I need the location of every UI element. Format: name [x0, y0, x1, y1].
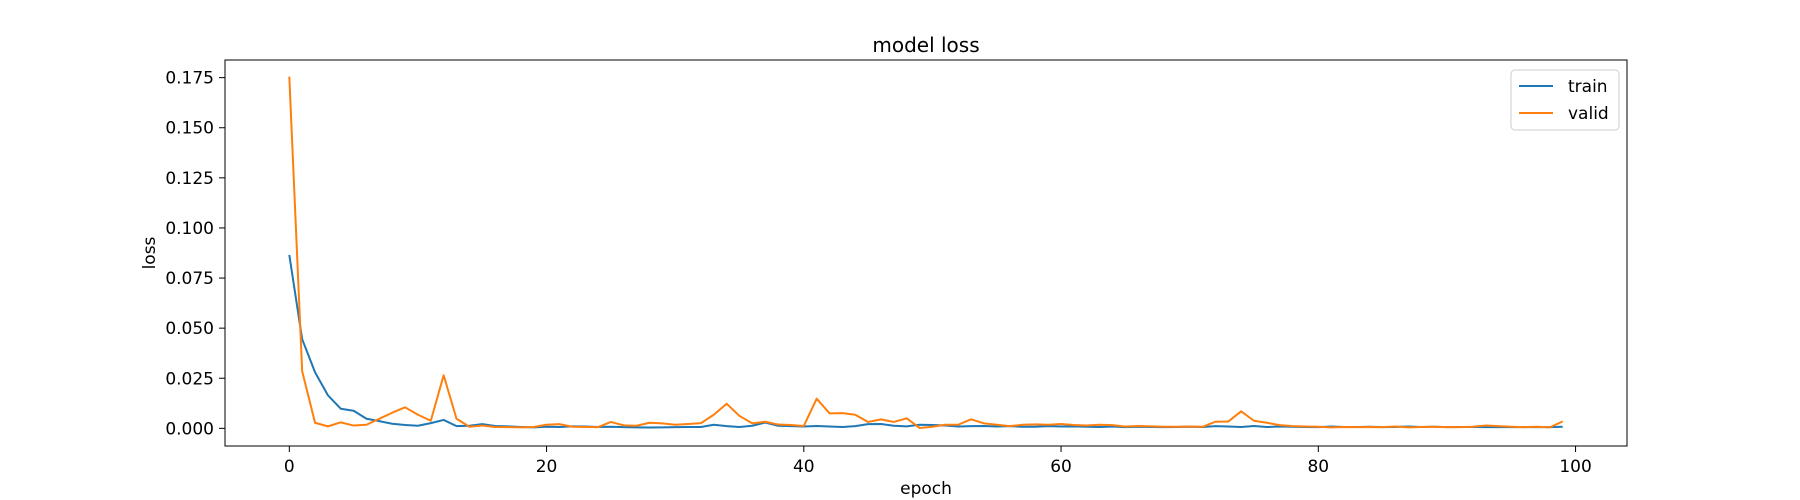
legend-label-train: train — [1568, 77, 1608, 97]
x-tick-label: 20 — [536, 457, 558, 477]
y-tick-label: 0.150 — [165, 119, 214, 139]
legend-label-valid: valid — [1568, 104, 1609, 124]
y-tick-label: 0.175 — [165, 69, 214, 89]
y-tick-label: 0.125 — [165, 169, 214, 189]
y-tick-label: 0.100 — [165, 219, 214, 239]
plot-area: 0 20 40 60 80 100 0.0000.0250.0500.0750.1000.… — [165, 59, 1628, 477]
chart-title: model loss — [872, 33, 979, 57]
series-line-valid — [288, 76, 1564, 429]
y-axis: 0.000 0.025 0.050 0.075 0.100 0.125 0.150 0.175 — [165, 69, 225, 439]
legend: train valid — [1510, 69, 1620, 131]
y-tick-label: 0.050 — [165, 319, 214, 339]
x-tick-label: 80 — [1307, 457, 1329, 477]
plot-frame — [224, 59, 1628, 447]
x-axis: 0 20 40 60 80 100 — [284, 446, 1592, 477]
y-axis-label: loss — [140, 236, 160, 269]
y-tick-label: 0.000 — [165, 419, 214, 439]
x-axis-label: epoch — [900, 479, 952, 499]
series-layer — [288, 76, 1564, 429]
x-tick-label: 0 — [284, 457, 295, 477]
y-tick-label: 0.075 — [165, 269, 214, 289]
x-tick-label: 100 — [1559, 457, 1591, 477]
x-tick-label: 40 — [793, 457, 815, 477]
y-tick-label: 0.025 — [165, 369, 214, 389]
x-tick-label: 60 — [1050, 457, 1072, 477]
